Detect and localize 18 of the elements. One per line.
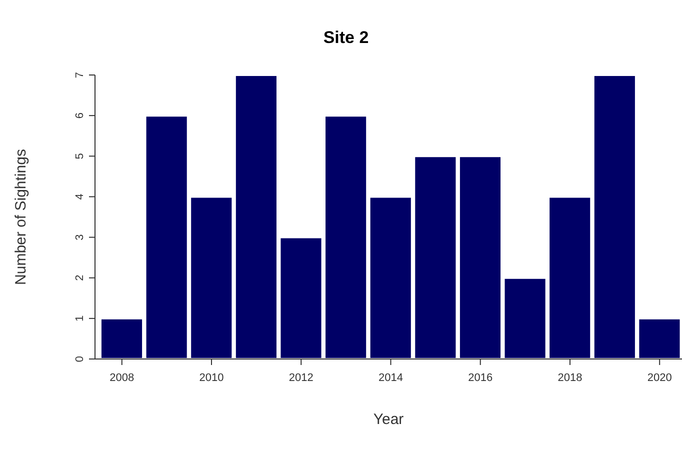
- x-tick-label: 2018: [558, 372, 582, 384]
- x-tick-label: 2012: [288, 372, 314, 384]
- x-tick-label: 2020: [647, 372, 672, 384]
- y-tick-label: 0: [74, 356, 86, 362]
- y-tick-label: 4: [74, 194, 86, 200]
- y-tick-label: 3: [74, 234, 86, 240]
- y-tick-label: 5: [74, 153, 86, 160]
- x-tick-label: 2014: [378, 372, 403, 384]
- x-axis-title: Year: [373, 411, 404, 428]
- chart-title: Site 2: [322, 28, 370, 48]
- y-tick-label: 1: [74, 315, 86, 322]
- x-tick-label: 2010: [199, 372, 224, 384]
- x-tick-label: 2016: [468, 372, 493, 384]
- x-tick-label: 2008: [110, 372, 134, 384]
- y-tick-label: 6: [74, 112, 86, 119]
- y-axis-title: Number of Sightings: [12, 149, 30, 285]
- y-tick-label: 2: [74, 274, 86, 281]
- y-tick-label: 7: [74, 72, 86, 78]
